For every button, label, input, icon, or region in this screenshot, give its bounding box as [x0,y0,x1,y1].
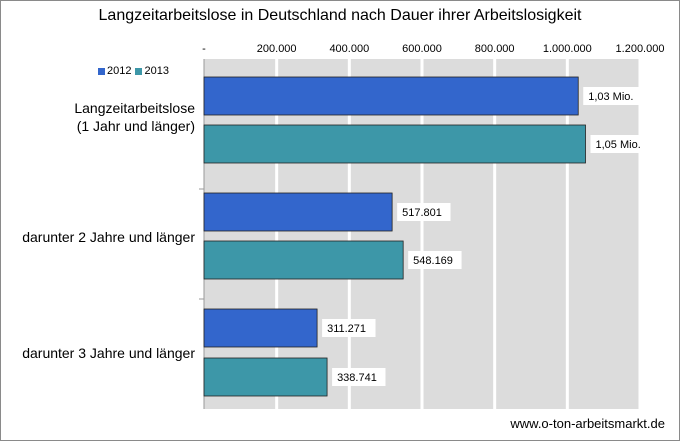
legend-item-2013: 2013 [135,65,169,77]
x-tick-label-2: 400.000 [329,43,369,55]
x-tick-label-1: 200.000 [257,43,297,55]
x-tick-label-3: 600.000 [402,43,442,55]
data-label-box-2012-2 [397,203,451,221]
category-label-2-line-1: darunter 2 Jahre und länger [22,229,195,245]
data-label-2012-1: 1,03 Mio. [588,91,633,103]
source-text: www.o-ton-arbeitsmarkt.de [510,416,665,431]
legend: 2012 2013 [98,65,173,77]
category-label-3-line-1: darunter 3 Jahre und länger [22,345,195,361]
category-label-1: Langzeitarbeitslose (1 Jahr und länger) [5,99,195,135]
legend-label-2013: 2013 [144,65,169,77]
x-tick-label-0: - [202,43,206,55]
legend-swatch-2012 [98,67,105,75]
chart-title: Langzeitarbeitslose in Deutschland nach … [98,7,582,24]
x-tick-label-6: 1.200.000 [616,43,665,55]
category-label-2: darunter 2 Jahre und länger [5,228,195,246]
data-label-box-2013-3 [332,368,386,386]
bar-2013-3 [203,357,328,397]
data-label-2012-3: 311.271 [327,323,366,335]
bar-2012-1 [203,76,579,116]
data-label-box-2013-2 [408,251,462,269]
legend-swatch-2013 [135,67,143,75]
data-label-2013-3: 338.741 [337,372,377,384]
legend-label-2012: 2012 [107,65,132,77]
bar-2012-3 [203,308,318,348]
data-label-2012-2: 517.801 [402,207,442,219]
data-label-box-2012-3 [322,319,376,337]
data-label-box-2013-1 [590,135,657,153]
x-tick-label-4: 800.000 [475,43,515,55]
category-label-1-line-1: Langzeitarbeitslose [74,100,195,116]
category-label-3: darunter 3 Jahre und länger [5,344,195,362]
data-label-2013-1: 1,05 Mio. [596,139,641,151]
category-label-1-line-2: (1 Jahr und länger) [76,118,195,134]
legend-item-2012: 2012 [98,65,131,77]
data-label-2013-2: 548.169 [413,255,453,267]
bar-2013-1 [203,124,586,164]
data-label-box-2012-1 [583,87,650,105]
bar-2013-2 [203,240,404,280]
x-tick-label-5: 1.000.000 [543,43,592,55]
bar-2012-2 [203,192,393,232]
